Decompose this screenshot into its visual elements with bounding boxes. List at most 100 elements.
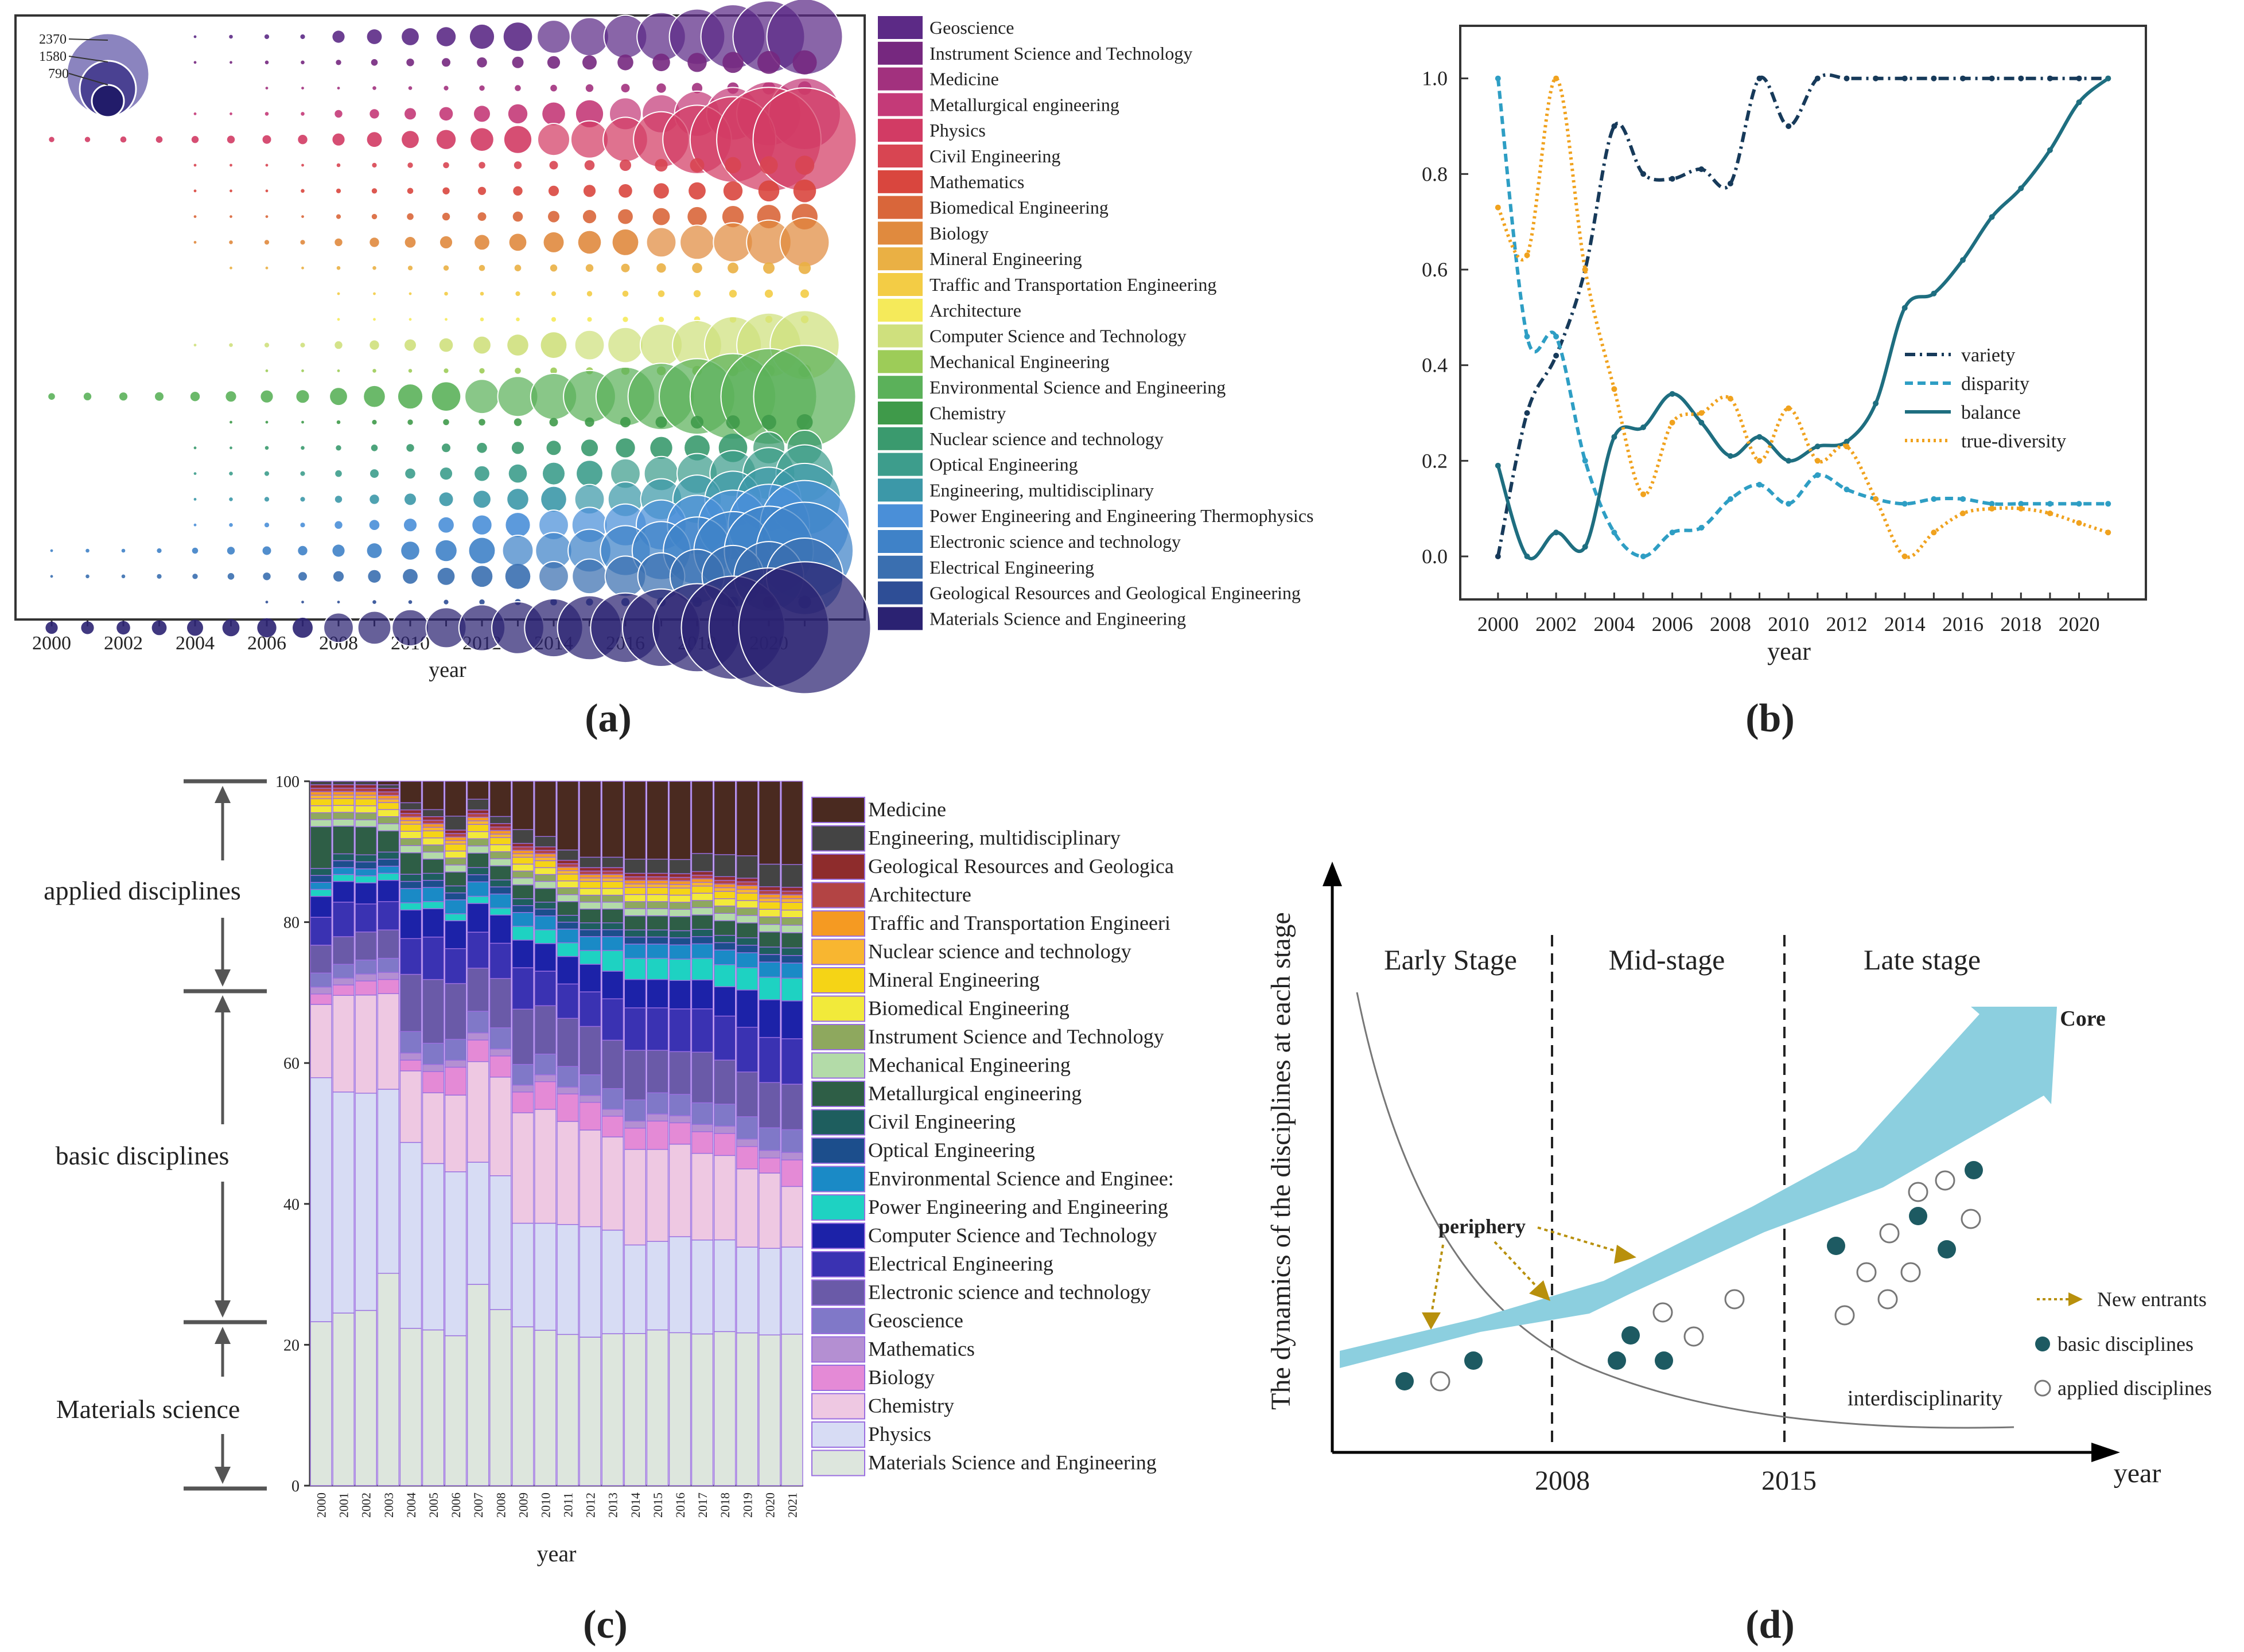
- c-bar-segment: [512, 967, 534, 1010]
- c-legend-label: Geoscience: [868, 1309, 963, 1332]
- a-legend-label: Electronic science and technology: [930, 531, 1181, 552]
- c-bar-segment: [557, 867, 579, 871]
- c-bar-segment: [713, 898, 736, 907]
- c-bar-segment: [355, 931, 378, 961]
- c-bar-segment: [579, 922, 601, 930]
- c-bar-segment: [377, 788, 400, 793]
- b-point-balance: [1611, 434, 1617, 440]
- b-point-variety: [1640, 171, 1646, 177]
- a-bubble: [687, 206, 707, 227]
- a-bubble: [372, 600, 376, 604]
- c-bar-segment: [444, 892, 467, 901]
- b-point-variety: [1611, 123, 1617, 129]
- c-bar-segment: [422, 820, 445, 824]
- c-bar-segment: [399, 781, 422, 804]
- c-bar-segment: [624, 1149, 647, 1246]
- c-bar-segment: [601, 870, 624, 875]
- a-bubble: [551, 317, 557, 322]
- panel-a-xlabel: year: [429, 658, 466, 682]
- c-bar-segment: [759, 1150, 781, 1159]
- a-bubble: [479, 85, 485, 91]
- c-bar-segment: [422, 1071, 445, 1093]
- c-bar-segment: [736, 885, 759, 890]
- c-bar-segment: [646, 894, 669, 902]
- a-bubble: [229, 34, 233, 39]
- c-bar-segment: [691, 781, 714, 854]
- a-bubble: [439, 338, 453, 352]
- c-legend-label: Mathematics: [868, 1338, 975, 1361]
- c-bar-segment: [422, 781, 445, 811]
- a-legend-swatch: [878, 67, 923, 91]
- c-bar-segment: [579, 901, 601, 910]
- c-bar-segment: [355, 959, 378, 975]
- c-bar-segment: [601, 1109, 624, 1117]
- b-y-tick-label: 0.8: [1422, 162, 1448, 185]
- c-x-tick-label: 2013: [606, 1493, 620, 1518]
- c-bar-segment: [310, 972, 332, 988]
- a-bubble: [690, 158, 705, 173]
- c-bar-segment: [691, 907, 714, 915]
- c-bar-segment: [355, 973, 378, 981]
- b-point-true-diversity: [1669, 419, 1675, 426]
- a-bubble: [515, 368, 521, 374]
- c-bar-segment: [534, 1053, 557, 1076]
- c-bar-segment: [355, 868, 378, 876]
- a-bubble: [230, 112, 232, 115]
- a-bubble: [479, 162, 485, 169]
- b-point-balance: [1669, 391, 1675, 397]
- c-bar-segment: [646, 887, 669, 895]
- c-bar-segment: [377, 802, 400, 811]
- b-point-disparity: [1756, 482, 1763, 488]
- c-bar-segment: [355, 875, 378, 883]
- c-bar-segment: [355, 994, 378, 1094]
- a-bubble: [335, 238, 343, 247]
- c-legend-swatch: [811, 1393, 865, 1420]
- b-point-disparity: [1901, 501, 1908, 507]
- a-legend-swatch: [878, 221, 923, 245]
- c-bar-segment: [332, 805, 355, 813]
- c-legend-label: Instrument Science and Technology: [868, 1025, 1164, 1048]
- c-bar-segment: [444, 948, 467, 984]
- c-bar-segment: [557, 1334, 579, 1486]
- a-legend-label: Medicine: [930, 69, 999, 89]
- c-bar-segment: [422, 1063, 445, 1072]
- c-bar-segment: [422, 936, 445, 980]
- c-bar-segment: [668, 887, 691, 896]
- a-bubble: [300, 34, 305, 40]
- c-bar-segment: [422, 979, 445, 1044]
- a-bubble: [439, 107, 453, 121]
- b-point-disparity: [2105, 501, 2111, 507]
- c-bar-segment: [713, 891, 736, 899]
- c-bar-segment: [691, 957, 714, 981]
- a-bubble: [391, 609, 429, 647]
- c-bar-segment: [444, 1171, 467, 1337]
- c-bar-segment: [557, 901, 579, 916]
- c-bar-segment: [512, 843, 534, 848]
- b-x-tick-label: 2016: [1942, 613, 1984, 636]
- a-bubble: [84, 137, 91, 142]
- c-bar-segment: [489, 858, 512, 867]
- c-bar-segment: [579, 1095, 601, 1103]
- a-bubble: [335, 521, 343, 529]
- c-bar-segment: [355, 812, 378, 820]
- c-bar-segment: [579, 877, 601, 882]
- c-bar-segment: [624, 936, 647, 945]
- b-point-disparity: [1582, 458, 1588, 464]
- c-x-tick-label: 2012: [584, 1493, 598, 1518]
- c-bar-segment: [759, 924, 781, 933]
- a-bubble: [335, 341, 343, 349]
- c-bar-segment: [759, 999, 781, 1038]
- c-bar-segment: [759, 890, 781, 895]
- c-bar-segment: [332, 812, 355, 820]
- d-entrant-arrow: [1430, 1244, 1444, 1314]
- a-bubble: [507, 334, 528, 356]
- c-legend-label: Biology: [868, 1366, 935, 1389]
- a-bubble: [515, 85, 521, 91]
- c-legend-label: Architecture: [868, 883, 971, 906]
- b-x-tick-label: 2010: [1768, 613, 1809, 636]
- b-y-tick-label: 0.6: [1422, 258, 1448, 281]
- c-bar-segment: [466, 932, 489, 969]
- c-x-tick-label: 2019: [740, 1493, 755, 1518]
- c-bar-segment: [646, 883, 669, 888]
- c-bar-segment: [444, 913, 467, 921]
